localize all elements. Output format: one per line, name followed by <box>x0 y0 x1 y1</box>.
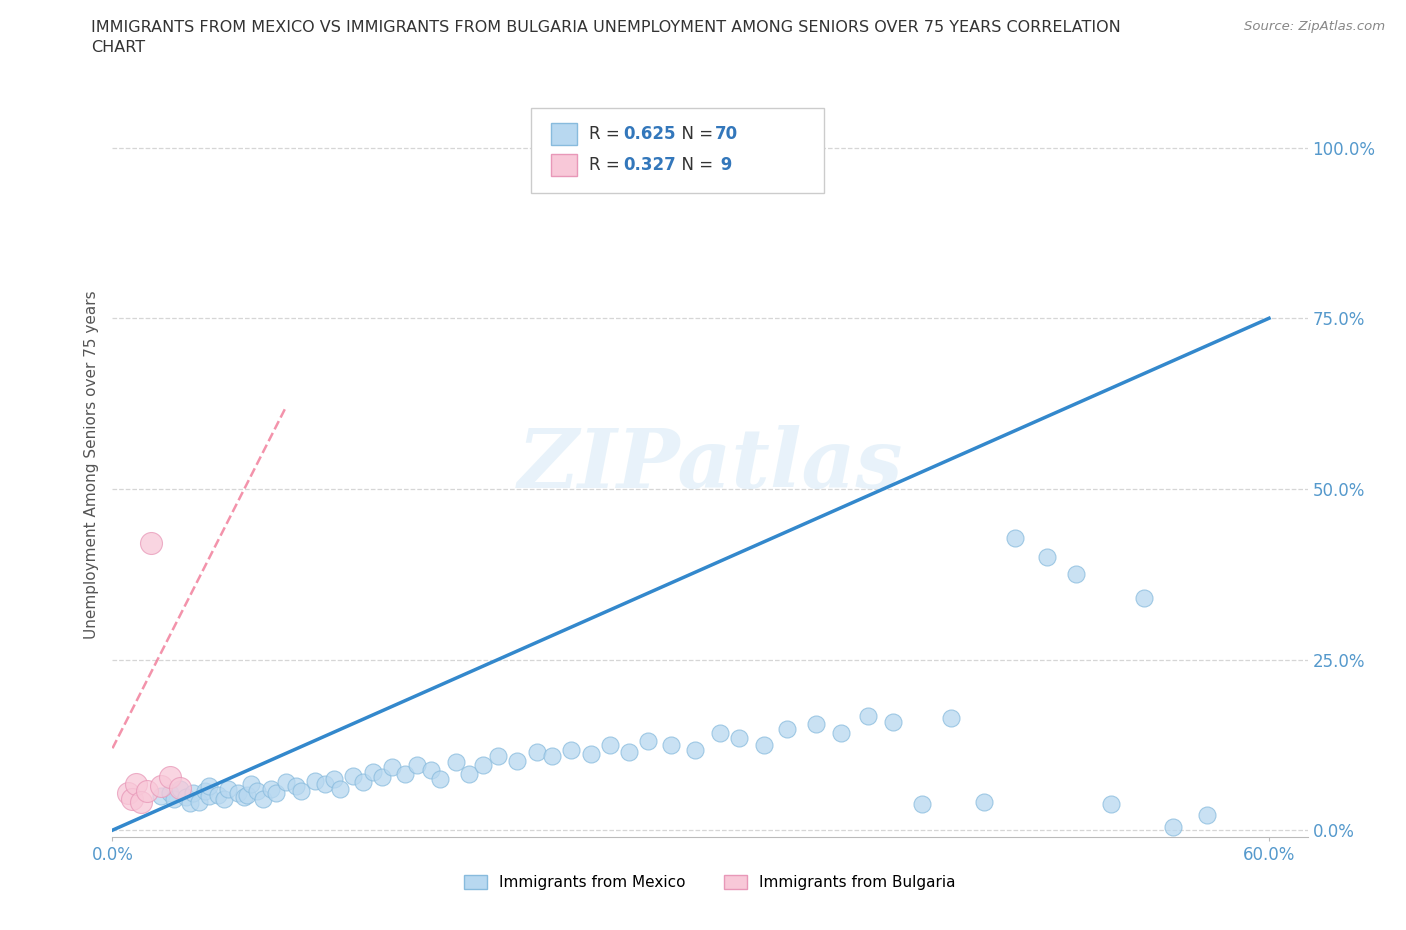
Point <box>179 795 201 810</box>
Point <box>1099 797 1122 812</box>
Point <box>406 758 429 773</box>
Text: R =: R = <box>589 125 626 143</box>
FancyBboxPatch shape <box>551 154 578 177</box>
Point <box>506 753 529 768</box>
Y-axis label: Unemployment Among Seniors over 75 years: Unemployment Among Seniors over 75 years <box>83 291 98 639</box>
Point <box>169 782 191 797</box>
Point <box>131 794 153 809</box>
Point <box>159 785 181 800</box>
Point <box>361 764 384 779</box>
Point <box>121 792 143 807</box>
Point <box>486 749 509 764</box>
Point <box>207 787 229 802</box>
Point <box>911 797 934 812</box>
Point <box>252 792 274 807</box>
Point <box>329 782 352 797</box>
Text: 70: 70 <box>714 125 738 143</box>
Point <box>323 772 346 787</box>
Point <box>284 778 307 793</box>
Point <box>159 769 181 784</box>
Point <box>804 717 827 732</box>
Point <box>1197 808 1219 823</box>
Text: 9: 9 <box>714 156 733 174</box>
Point <box>939 711 962 725</box>
Point <box>174 790 197 804</box>
Point <box>266 785 288 800</box>
Point <box>683 742 706 757</box>
Point <box>198 778 221 793</box>
Point <box>1132 591 1154 605</box>
Point <box>1004 531 1026 546</box>
Point <box>526 744 548 759</box>
Point <box>304 774 326 789</box>
Point <box>882 715 904 730</box>
Point <box>579 746 602 761</box>
Point <box>394 766 416 781</box>
Point <box>776 722 799 737</box>
Point <box>471 758 494 773</box>
Point <box>371 769 394 784</box>
Legend: Immigrants from Mexico, Immigrants from Bulgaria: Immigrants from Mexico, Immigrants from … <box>458 869 962 897</box>
Point <box>136 783 159 798</box>
Point <box>149 789 172 804</box>
Point <box>314 777 336 791</box>
Point <box>617 744 640 759</box>
Point <box>1161 819 1184 834</box>
Point <box>830 725 852 740</box>
Point <box>290 783 312 798</box>
Text: CHART: CHART <box>91 40 145 55</box>
Point <box>709 725 731 740</box>
Point <box>183 785 205 800</box>
Point <box>139 536 162 551</box>
Point <box>214 792 236 807</box>
Point <box>728 731 751 746</box>
Point <box>194 783 217 798</box>
Point <box>560 742 582 757</box>
Point <box>752 737 775 752</box>
Text: N =: N = <box>671 125 713 143</box>
Point <box>274 775 297 790</box>
Point <box>856 708 879 723</box>
Point <box>973 794 995 809</box>
Point <box>429 772 451 787</box>
FancyBboxPatch shape <box>531 108 824 193</box>
Text: IMMIGRANTS FROM MEXICO VS IMMIGRANTS FROM BULGARIA UNEMPLOYMENT AMONG SENIORS OV: IMMIGRANTS FROM MEXICO VS IMMIGRANTS FRO… <box>91 20 1121 35</box>
Text: R =: R = <box>589 156 626 174</box>
Point <box>188 794 211 809</box>
Point <box>232 790 254 804</box>
Point <box>541 749 564 764</box>
Point <box>163 792 186 807</box>
Point <box>246 783 269 798</box>
Point <box>599 737 621 752</box>
Point <box>149 778 172 793</box>
Point <box>117 785 139 800</box>
Point <box>661 737 683 752</box>
Text: N =: N = <box>671 156 713 174</box>
FancyBboxPatch shape <box>551 123 578 145</box>
Point <box>419 763 441 777</box>
Point <box>217 782 239 797</box>
Point <box>1036 550 1059 565</box>
Point <box>342 768 364 783</box>
Text: 0.327: 0.327 <box>623 156 675 174</box>
Point <box>1064 566 1087 581</box>
Point <box>259 782 281 797</box>
Point <box>637 734 659 749</box>
Point <box>236 787 259 802</box>
Point <box>444 754 467 769</box>
Point <box>240 777 263 791</box>
Point <box>458 766 481 781</box>
Point <box>169 780 191 795</box>
Text: 0.625: 0.625 <box>623 125 675 143</box>
Point <box>381 760 404 775</box>
Point <box>226 785 249 800</box>
Text: Source: ZipAtlas.com: Source: ZipAtlas.com <box>1244 20 1385 33</box>
Point <box>352 775 374 790</box>
Text: ZIPatlas: ZIPatlas <box>517 425 903 505</box>
Point <box>198 789 221 804</box>
Point <box>124 777 146 791</box>
